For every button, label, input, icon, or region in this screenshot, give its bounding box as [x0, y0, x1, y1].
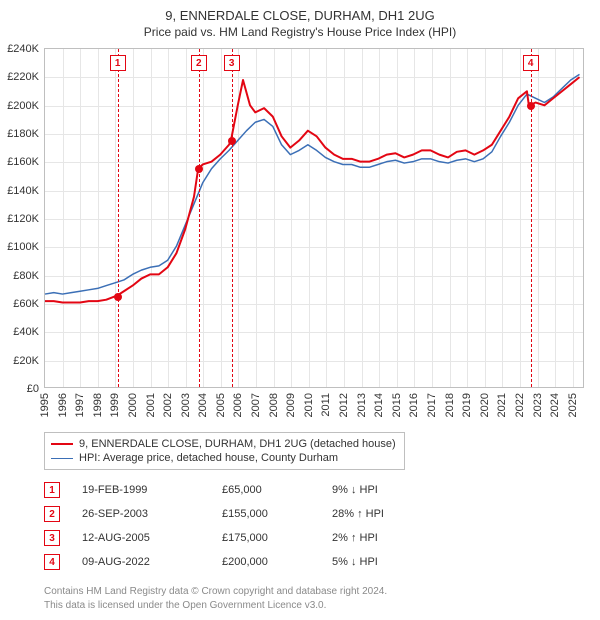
- y-axis-tick-label: £20K: [0, 355, 39, 367]
- x-axis-tick-label: 2012: [338, 393, 350, 417]
- x-axis-tick-label: 2017: [426, 393, 438, 417]
- chart-legend: 9, ENNERDALE CLOSE, DURHAM, DH1 2UG (det…: [44, 432, 405, 470]
- chart-title-line1: 9, ENNERDALE CLOSE, DURHAM, DH1 2UG: [0, 0, 600, 23]
- x-axis-tick-label: 2015: [391, 393, 403, 417]
- x-axis-tick-label: 2005: [215, 393, 227, 417]
- y-axis-tick-label: £80K: [0, 270, 39, 282]
- sales-row-index-box: 2: [44, 506, 60, 522]
- x-axis-tick-label: 2011: [320, 393, 332, 417]
- x-axis-tick-label: 1996: [57, 393, 69, 417]
- attribution-footer: Contains HM Land Registry data © Crown c…: [44, 585, 387, 612]
- footer-line2: This data is licensed under the Open Gov…: [44, 599, 387, 613]
- x-axis-tick-label: 2007: [250, 393, 262, 417]
- x-axis-tick-label: 2024: [549, 393, 561, 417]
- sales-row-hpi: 9% ↓ HPI: [332, 484, 378, 496]
- sales-row-price: £65,000: [222, 484, 332, 496]
- x-axis-tick-label: 2021: [496, 393, 508, 417]
- legend-label: 9, ENNERDALE CLOSE, DURHAM, DH1 2UG (det…: [79, 438, 396, 450]
- x-axis-tick-label: 2000: [127, 393, 139, 417]
- series-line-hpi: [45, 74, 579, 294]
- sale-marker-dot: [228, 137, 236, 145]
- x-axis-tick-label: 2001: [145, 393, 157, 417]
- x-axis-tick-label: 2003: [180, 393, 192, 417]
- x-axis-tick-label: 2008: [268, 393, 280, 417]
- x-axis-tick-label: 1999: [109, 393, 121, 417]
- y-axis-tick-label: £160K: [0, 156, 39, 168]
- x-axis-tick-label: 2009: [285, 393, 297, 417]
- x-axis-tick-label: 2010: [303, 393, 315, 417]
- x-axis-tick-label: 1998: [92, 393, 104, 417]
- sale-marker-box: 4: [523, 55, 539, 71]
- y-axis-tick-label: £120K: [0, 213, 39, 225]
- x-axis-tick-label: 2002: [162, 393, 174, 417]
- x-axis-tick-label: 2020: [479, 393, 491, 417]
- legend-item: 9, ENNERDALE CLOSE, DURHAM, DH1 2UG (det…: [51, 437, 396, 451]
- sale-marker-box: 1: [110, 55, 126, 71]
- y-axis-tick-label: £0: [0, 383, 39, 395]
- sale-marker-box: 3: [224, 55, 240, 71]
- x-axis-tick-label: 2022: [514, 393, 526, 417]
- sales-row-index-box: 4: [44, 554, 60, 570]
- sales-row-index-box: 3: [44, 530, 60, 546]
- y-axis-tick-label: £60K: [0, 298, 39, 310]
- sale-marker-dot: [195, 165, 203, 173]
- sales-row-hpi: 2% ↑ HPI: [332, 532, 378, 544]
- sales-row-price: £175,000: [222, 532, 332, 544]
- sale-marker-box: 2: [191, 55, 207, 71]
- x-axis-tick-label: 2018: [444, 393, 456, 417]
- x-axis-tick-label: 2013: [356, 393, 368, 417]
- chart-title-line2: Price paid vs. HM Land Registry's House …: [0, 23, 600, 45]
- sale-marker-line: [531, 49, 532, 387]
- legend-item: HPI: Average price, detached house, Coun…: [51, 451, 396, 465]
- sales-row: 3 12-AUG-2005£175,0002% ↑ HPI: [44, 526, 384, 550]
- sales-row-hpi: 28% ↑ HPI: [332, 508, 384, 520]
- y-axis-tick-label: £100K: [0, 241, 39, 253]
- sales-row-price: £155,000: [222, 508, 332, 520]
- x-axis-tick-label: 2023: [532, 393, 544, 417]
- sales-row: 4 09-AUG-2022£200,0005% ↓ HPI: [44, 550, 384, 574]
- x-axis-tick-label: 2025: [567, 393, 579, 417]
- sales-row-hpi: 5% ↓ HPI: [332, 556, 378, 568]
- sales-row-date: 19-FEB-1999: [82, 484, 222, 496]
- sale-marker-dot: [527, 102, 535, 110]
- sales-row-price: £200,000: [222, 556, 332, 568]
- y-axis-tick-label: £140K: [0, 185, 39, 197]
- sales-row-date: 09-AUG-2022: [82, 556, 222, 568]
- y-axis-tick-label: £40K: [0, 326, 39, 338]
- chart-plot-area: £0£20K£40K£60K£80K£100K£120K£140K£160K£1…: [44, 48, 584, 388]
- footer-line1: Contains HM Land Registry data © Crown c…: [44, 585, 387, 599]
- sales-row: 1 19-FEB-1999£65,0009% ↓ HPI: [44, 478, 384, 502]
- legend-label: HPI: Average price, detached house, Coun…: [79, 452, 338, 464]
- y-axis-tick-label: £220K: [0, 71, 39, 83]
- sales-row-date: 12-AUG-2005: [82, 532, 222, 544]
- sale-marker-line: [199, 49, 200, 387]
- x-axis-tick-label: 2006: [232, 393, 244, 417]
- sales-table: 119-FEB-1999£65,0009% ↓ HPI226-SEP-2003£…: [44, 478, 384, 574]
- sales-row: 2 26-SEP-2003£155,00028% ↑ HPI: [44, 502, 384, 526]
- sale-marker-line: [232, 49, 233, 387]
- series-line-subject: [45, 77, 579, 302]
- x-axis-tick-label: 2014: [373, 393, 385, 417]
- x-axis-tick-label: 2004: [197, 393, 209, 417]
- sales-row-index-box: 1: [44, 482, 60, 498]
- y-axis-tick-label: £240K: [0, 43, 39, 55]
- sales-row-date: 26-SEP-2003: [82, 508, 222, 520]
- legend-swatch: [51, 458, 73, 459]
- y-axis-tick-label: £180K: [0, 128, 39, 140]
- x-axis-tick-label: 2019: [461, 393, 473, 417]
- legend-swatch: [51, 443, 73, 445]
- sale-marker-dot: [114, 293, 122, 301]
- y-axis-tick-label: £200K: [0, 100, 39, 112]
- x-axis-tick-label: 1995: [39, 393, 51, 417]
- x-axis-tick-label: 2016: [408, 393, 420, 417]
- x-axis-tick-label: 1997: [74, 393, 86, 417]
- sale-marker-line: [118, 49, 119, 387]
